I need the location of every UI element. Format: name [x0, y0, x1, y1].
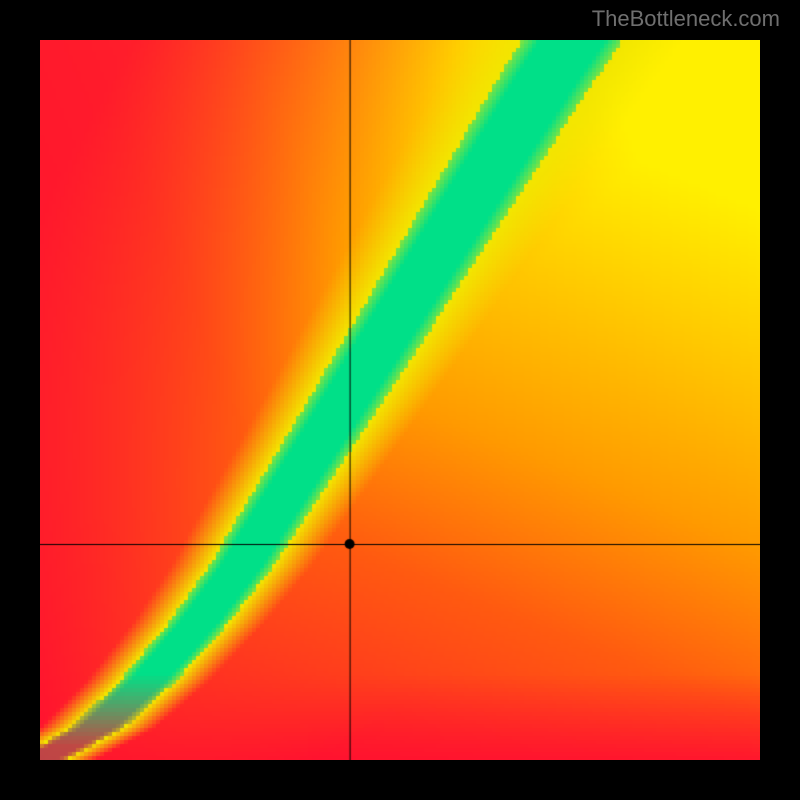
watermark-text: TheBottleneck.com: [592, 6, 780, 32]
heatmap-canvas: [40, 40, 760, 760]
heatmap-plot: [40, 40, 760, 760]
